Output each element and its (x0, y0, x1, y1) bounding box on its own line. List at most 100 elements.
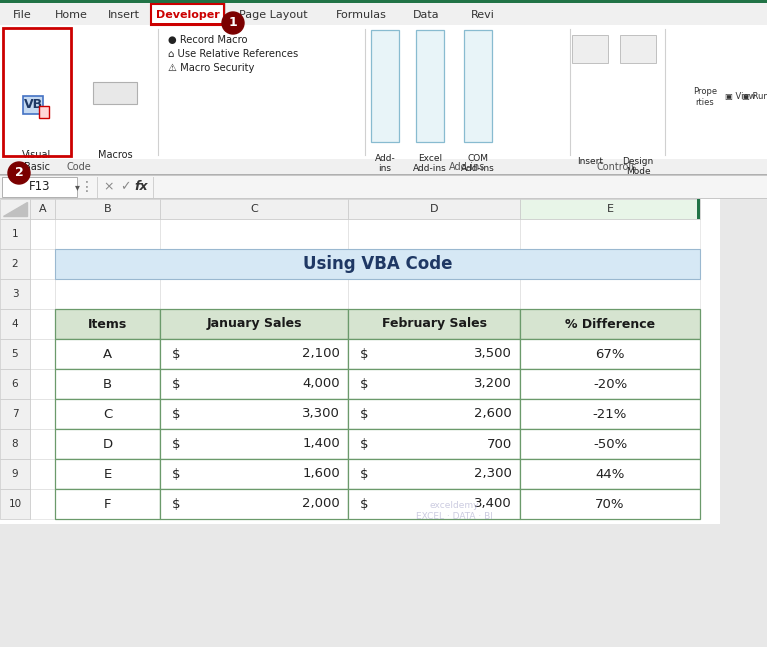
Text: 2: 2 (12, 259, 18, 269)
Text: Items: Items (88, 318, 127, 331)
Bar (520, 219, 700, 249)
Bar (520, 399, 700, 429)
Text: 1: 1 (229, 17, 237, 30)
Bar (520, 489, 700, 519)
Text: -50%: -50% (593, 437, 627, 450)
Text: ▣ View: ▣ View (725, 93, 755, 102)
Bar (520, 459, 700, 489)
Text: Design
Mode: Design Mode (622, 157, 653, 177)
Bar (0, 489, 30, 519)
Text: 44%: 44% (595, 468, 624, 481)
Text: Page Layout: Page Layout (239, 10, 308, 20)
Text: B: B (103, 377, 112, 391)
Text: $: $ (360, 377, 368, 391)
Bar (160, 339, 348, 369)
Bar (30, 309, 55, 339)
Bar (30, 459, 55, 489)
Bar (520, 309, 700, 339)
Bar (520, 459, 700, 489)
Bar (348, 279, 520, 309)
Text: 3,400: 3,400 (474, 498, 512, 510)
Bar (30, 339, 55, 369)
Text: -21%: -21% (593, 408, 627, 421)
Text: C: C (250, 204, 258, 214)
Text: Add-ins: Add-ins (449, 162, 486, 172)
Text: ▾: ▾ (74, 182, 80, 192)
Bar (30, 279, 55, 309)
Bar (520, 339, 700, 369)
Text: Add-
ins: Add- ins (374, 154, 395, 173)
Bar (93, 82, 137, 104)
Bar (30, 399, 55, 429)
Bar (0, 399, 30, 429)
Text: E: E (104, 468, 112, 481)
Bar (348, 399, 520, 429)
Text: F13: F13 (28, 181, 51, 193)
Bar (55, 339, 160, 369)
Bar (55, 249, 700, 279)
Text: $: $ (360, 468, 368, 481)
Text: 700: 700 (487, 437, 512, 450)
Bar (160, 459, 348, 489)
Bar (55, 309, 160, 339)
Bar (160, 199, 348, 219)
Bar (160, 369, 348, 399)
Bar (348, 339, 520, 369)
Bar (160, 459, 348, 489)
Text: $: $ (172, 498, 180, 510)
Bar (55, 369, 160, 399)
Text: $: $ (172, 437, 180, 450)
Text: 2,100: 2,100 (302, 347, 340, 360)
Bar (520, 279, 700, 309)
Bar (697, 199, 700, 219)
Text: 1: 1 (12, 229, 18, 239)
Bar (520, 199, 700, 219)
Text: 4,000: 4,000 (302, 377, 340, 391)
Bar (0, 459, 30, 489)
Text: Developer: Developer (156, 10, 219, 20)
Text: 2,600: 2,600 (474, 408, 512, 421)
Bar (572, 35, 608, 63)
Bar (30, 429, 55, 459)
Text: 4: 4 (12, 319, 18, 329)
Bar (151, 4, 224, 25)
Text: ⋮: ⋮ (80, 180, 94, 194)
Text: 8: 8 (12, 439, 18, 449)
Bar (416, 30, 444, 142)
Bar (160, 249, 348, 279)
Text: 10: 10 (8, 499, 21, 509)
Bar (0, 175, 767, 176)
Bar (0, 369, 30, 399)
Bar (55, 339, 160, 369)
Text: E: E (607, 204, 614, 214)
Text: 6: 6 (12, 379, 18, 389)
Bar (0, 199, 767, 647)
Text: ▣ Run D: ▣ Run D (742, 93, 767, 102)
Text: Controls: Controls (597, 162, 637, 172)
Text: 3: 3 (12, 289, 18, 299)
Bar (520, 429, 700, 459)
Text: 67%: 67% (595, 347, 625, 360)
Bar (160, 309, 348, 339)
Text: % Difference: % Difference (565, 318, 655, 331)
Text: January Sales: January Sales (206, 318, 301, 331)
Bar (348, 369, 520, 399)
Text: -20%: -20% (593, 377, 627, 391)
Text: February Sales: February Sales (381, 318, 486, 331)
Bar (0, 309, 30, 339)
Bar (160, 279, 348, 309)
Text: 70%: 70% (595, 498, 625, 510)
Bar (0, 249, 30, 279)
Text: Insert: Insert (108, 10, 140, 20)
Bar (160, 399, 348, 429)
Text: $: $ (172, 408, 180, 421)
Bar (520, 489, 700, 519)
Bar (160, 309, 348, 339)
Bar (520, 309, 700, 339)
Bar (520, 429, 700, 459)
Bar (0, 25, 767, 159)
Bar (0, 339, 30, 369)
Text: 1,600: 1,600 (302, 468, 340, 481)
Text: ⌂ Use Relative References: ⌂ Use Relative References (168, 49, 298, 59)
Bar (160, 399, 348, 429)
